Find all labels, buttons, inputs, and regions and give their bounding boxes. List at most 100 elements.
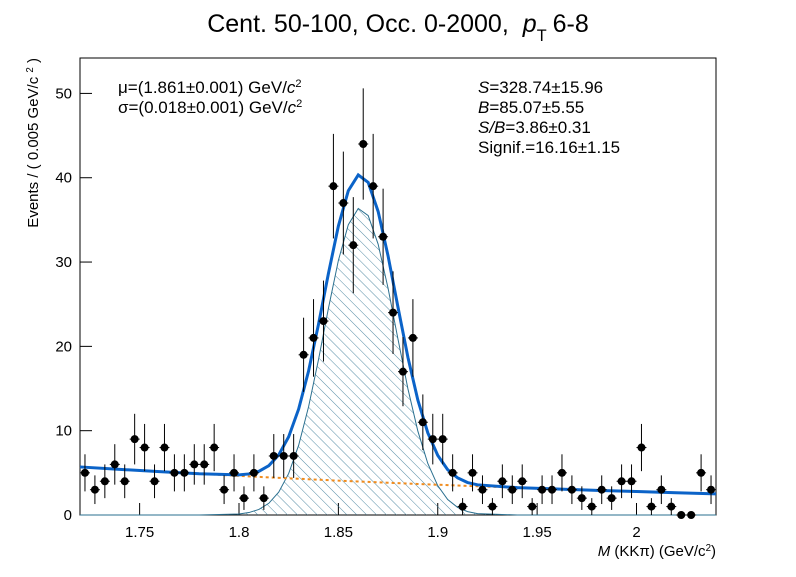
data-point <box>170 468 179 477</box>
x-axis-label-part: 2 <box>706 543 711 554</box>
signal-curve <box>80 207 716 516</box>
chart-title-part: Cent. 50-100, Occ. 0-2000, <box>207 10 509 38</box>
data-point <box>200 460 209 469</box>
data-point <box>488 502 497 511</box>
chart-title: Cent. 50-100, Occ. 0-2000, pT 6-8 <box>207 10 589 45</box>
data-point <box>418 418 427 427</box>
data-point <box>249 468 258 477</box>
data-point <box>239 494 248 503</box>
y-axis-label: Events / ( 0.005 GeV/c 2 ) <box>25 58 43 228</box>
data-point <box>697 468 706 477</box>
data-point <box>577 494 586 503</box>
fit-annotation-part: σ=(0.018±0.001) GeV/ <box>118 98 288 117</box>
data-point <box>160 443 169 452</box>
fit-annotation: B=85.07±5.55 <box>478 98 584 117</box>
y-tick-label: 0 <box>64 507 72 524</box>
data-point <box>389 308 398 317</box>
y-axis-label-part: 2 <box>25 67 36 72</box>
chart-title-part: 6-8 <box>553 10 589 38</box>
x-axis-label-part: ) <box>711 543 716 560</box>
y-tick-label: 40 <box>55 170 72 187</box>
data-point <box>448 468 457 477</box>
fit-annotation: S/B=3.86±0.31 <box>478 118 591 137</box>
data-point <box>180 468 189 477</box>
fit-annotation-part: 2 <box>295 78 301 90</box>
data-point <box>677 511 686 519</box>
x-tick-label: 2 <box>632 524 640 541</box>
data-point <box>498 477 507 486</box>
fit-annotation-part: μ=(1.861±0.001) GeV/ <box>118 78 287 97</box>
fit-annotation-part: B <box>478 98 489 117</box>
data-point <box>557 468 566 477</box>
data-point <box>259 494 268 503</box>
fit-annotation-part: c <box>287 78 296 97</box>
data-point <box>518 477 527 486</box>
data-point <box>438 435 447 444</box>
data-point <box>398 367 407 376</box>
data-point <box>667 502 676 511</box>
y-axis-label-part: ) <box>25 58 42 67</box>
fit-annotation-part: S <box>478 78 490 97</box>
background-curve <box>79 465 717 495</box>
signal-hatch <box>80 208 716 515</box>
y-tick-label: 30 <box>55 254 72 271</box>
fit-annotation-part: =85.07±5.55 <box>489 98 584 117</box>
y-tick-label: 10 <box>55 423 72 440</box>
data-point <box>458 502 467 511</box>
data-point <box>687 511 696 519</box>
data-point <box>269 451 278 460</box>
data-point <box>349 241 358 250</box>
x-tick-label: 1.85 <box>324 524 353 541</box>
data-point <box>309 333 318 342</box>
chart-title-part: p <box>522 10 537 38</box>
data-point <box>548 485 557 494</box>
x-tick-label: 1.9 <box>427 524 448 541</box>
data-point <box>299 350 308 359</box>
fit-annotation-part: Signif.=16.16±1.15 <box>478 138 620 157</box>
data-point <box>617 477 626 486</box>
data-point <box>120 477 129 486</box>
data-point <box>607 494 616 503</box>
x-tick-label: 1.95 <box>523 524 552 541</box>
data-point <box>587 502 596 511</box>
data-point <box>80 468 89 477</box>
fit-annotation-part: c <box>288 98 297 117</box>
x-tick-label: 1.75 <box>125 524 154 541</box>
data-point <box>528 502 537 511</box>
data-point <box>567 485 576 494</box>
x-axis-label-part: M <box>598 543 611 560</box>
data-point <box>478 485 487 494</box>
fit-annotation: Signif.=16.16±1.15 <box>478 138 620 157</box>
fit-annotation: S=328.74±15.96 <box>478 78 603 97</box>
data-point <box>110 460 119 469</box>
y-tick-label: 20 <box>55 338 72 355</box>
data-point <box>428 435 437 444</box>
data-point <box>637 443 646 452</box>
data-point <box>140 443 149 452</box>
data-point <box>508 485 517 494</box>
data-point <box>230 468 239 477</box>
fit-annotation: μ=(1.861±0.001) GeV/c2 <box>118 78 302 97</box>
fit-annotation: σ=(0.018±0.001) GeV/c2 <box>118 98 302 117</box>
y-axis-label-part: Events / ( 0.005 GeV/c <box>25 73 42 228</box>
data-point <box>339 199 348 208</box>
data-point <box>627 477 636 486</box>
data-point <box>190 460 199 469</box>
x-tick-label: 1.8 <box>229 524 250 541</box>
data-point <box>468 468 477 477</box>
fit-annotation-part: S/B <box>478 118 505 137</box>
data-point <box>359 140 368 149</box>
chart-title-part: T <box>537 27 547 45</box>
data-point <box>369 182 378 191</box>
data-point <box>408 333 417 342</box>
data-point <box>100 477 109 486</box>
data-point <box>279 451 288 460</box>
x-axis-label-part: (KKπ) (GeV/c <box>610 543 706 560</box>
data-point <box>707 485 716 494</box>
data-point <box>319 317 328 326</box>
fit-annotation-part: =3.86±0.31 <box>505 118 590 137</box>
data-point <box>329 182 338 191</box>
data-point <box>150 477 159 486</box>
data-point <box>289 451 298 460</box>
